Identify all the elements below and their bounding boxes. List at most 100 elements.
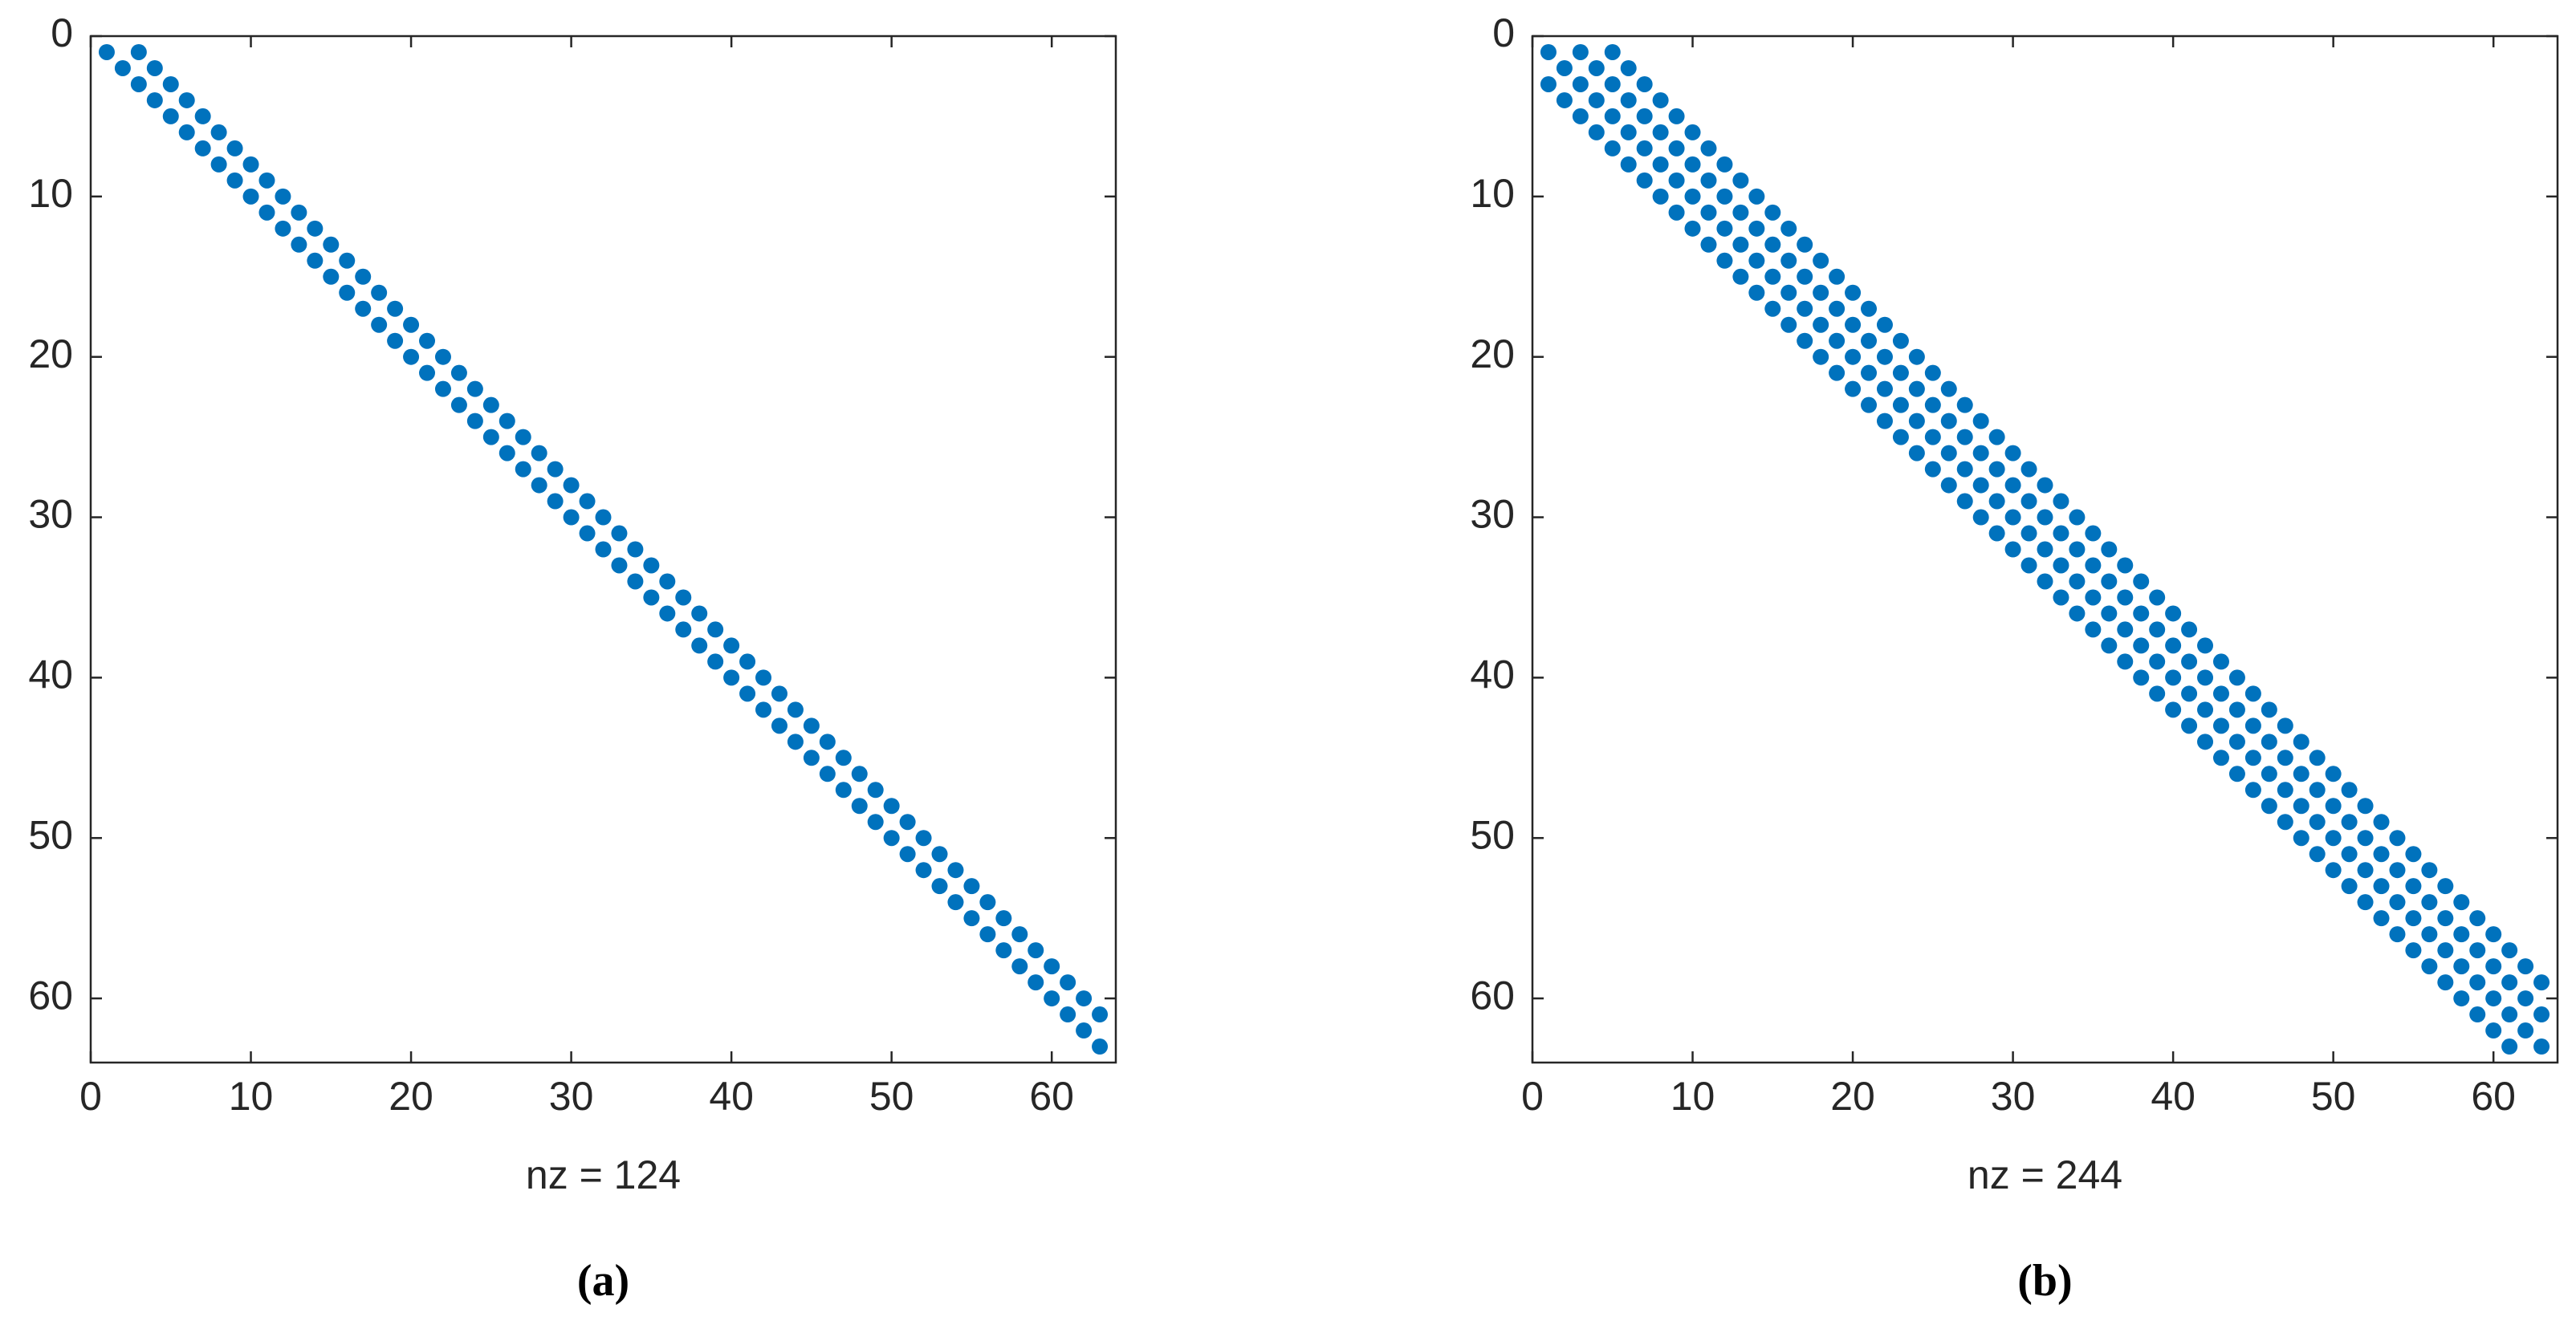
nonzero-point: [1684, 124, 1701, 140]
nonzero-point: [723, 637, 740, 654]
nonzero-point: [771, 685, 787, 702]
nonzero-point: [2437, 942, 2454, 959]
nonzero-point: [371, 284, 388, 301]
nonzero-point: [1956, 493, 1973, 510]
nonzero-point: [2165, 637, 2182, 654]
nonzero-point: [1972, 509, 1989, 526]
x-tick-label: 50: [2311, 1074, 2356, 1119]
nonzero-point: [595, 509, 612, 526]
nonzero-point: [1748, 220, 1765, 237]
nonzero-point: [2004, 541, 2021, 558]
nonzero-point: [162, 108, 179, 124]
nonzero-point: [2373, 846, 2390, 863]
nonzero-point: [755, 669, 772, 686]
nonzero-point: [835, 782, 852, 799]
nonzero-point: [1748, 188, 1765, 205]
nonzero-point: [1668, 108, 1685, 124]
nonzero-point: [2341, 846, 2358, 863]
nonzero-point: [2004, 477, 2021, 494]
x-axis-label: nz = 124: [526, 1152, 681, 1197]
nonzero-point: [1940, 445, 1957, 461]
nonzero-point: [2485, 926, 2502, 943]
nonzero-point: [2325, 798, 2342, 815]
nonzero-point: [1700, 140, 1717, 156]
nonzero-point: [1652, 188, 1669, 205]
nonzero-point: [1716, 156, 1733, 173]
nonzero-point: [1028, 942, 1044, 959]
nonzero-point: [2357, 830, 2374, 847]
nonzero-point: [1732, 172, 1749, 189]
y-tick-label: 40: [1470, 652, 1515, 697]
nonzero-point: [2309, 750, 2326, 766]
nonzero-point: [1092, 1038, 1109, 1055]
nonzero-point: [1556, 91, 1573, 108]
nonzero-point: [98, 43, 115, 60]
nonzero-point: [1011, 958, 1028, 975]
nonzero-point: [1684, 220, 1701, 237]
nonzero-point: [2021, 493, 2037, 510]
nonzero-point: [931, 878, 948, 895]
nonzero-point: [899, 814, 916, 831]
nonzero-point: [1861, 364, 1878, 381]
nonzero-point: [1829, 332, 1846, 349]
nonzero-point: [434, 380, 451, 397]
nonzero-point: [2421, 926, 2438, 943]
x-tick-label: 40: [709, 1074, 754, 1119]
nonzero-point: [2244, 685, 2261, 702]
caption: (b): [2017, 1256, 2072, 1306]
nonzero-point: [739, 685, 756, 702]
nonzero-point: [2228, 766, 2245, 782]
nonzero-point: [1924, 429, 1941, 445]
nonzero-point: [1908, 380, 1925, 397]
nonzero-point: [2244, 782, 2261, 799]
nonzero-point: [355, 300, 372, 317]
nonzero-point: [2069, 509, 2086, 526]
nonzero-point: [2133, 573, 2150, 590]
nonzero-point: [979, 926, 996, 943]
nonzero-point: [2197, 669, 2214, 686]
x-tick-label: 10: [1671, 1074, 1715, 1119]
nonzero-point: [2469, 942, 2486, 959]
nonzero-point: [1780, 252, 1797, 269]
nonzero-point: [355, 268, 372, 285]
nonzero-point: [2133, 605, 2150, 622]
nonzero-point: [2228, 701, 2245, 718]
nonzero-point: [1092, 1006, 1109, 1023]
nonzero-point: [2197, 734, 2214, 750]
nonzero-point: [403, 348, 420, 365]
nonzero-point: [1572, 108, 1589, 124]
nonzero-point: [1620, 156, 1637, 173]
nonzero-point: [1797, 268, 1813, 285]
nonzero-point: [2181, 653, 2198, 670]
nonzero-point: [210, 156, 227, 173]
nonzero-point: [2149, 589, 2166, 606]
nonzero-point: [2309, 846, 2326, 863]
nonzero-point: [1813, 316, 1829, 333]
nonzero-point: [2373, 814, 2390, 831]
nonzero-point: [210, 124, 227, 140]
nonzero-point: [2453, 958, 2470, 975]
nonzero-point: [2341, 814, 2358, 831]
nonzero-point: [1924, 461, 1941, 478]
nonzero-point: [1700, 204, 1717, 221]
nonzero-point: [1588, 91, 1605, 108]
nonzero-point: [403, 316, 420, 333]
nonzero-point: [771, 717, 787, 734]
nonzero-point: [2021, 525, 2037, 542]
nonzero-point: [2085, 621, 2102, 638]
nonzero-point: [1732, 204, 1749, 221]
nonzero-point: [2037, 573, 2053, 590]
nonzero-point: [2533, 1006, 2550, 1023]
nonzero-point: [1652, 124, 1669, 140]
nonzero-point: [499, 413, 515, 429]
nonzero-point: [1540, 75, 1557, 92]
nonzero-point: [595, 541, 612, 558]
nonzero-point: [835, 750, 852, 766]
nonzero-point: [2341, 782, 2358, 799]
nonzero-point: [2228, 734, 2245, 750]
x-tick-label: 20: [1830, 1074, 1875, 1119]
nonzero-point: [563, 509, 580, 526]
nonzero-point: [2261, 766, 2277, 782]
nonzero-point: [1588, 59, 1605, 76]
